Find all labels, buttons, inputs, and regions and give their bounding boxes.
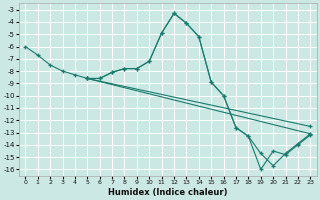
X-axis label: Humidex (Indice chaleur): Humidex (Indice chaleur) xyxy=(108,188,228,197)
